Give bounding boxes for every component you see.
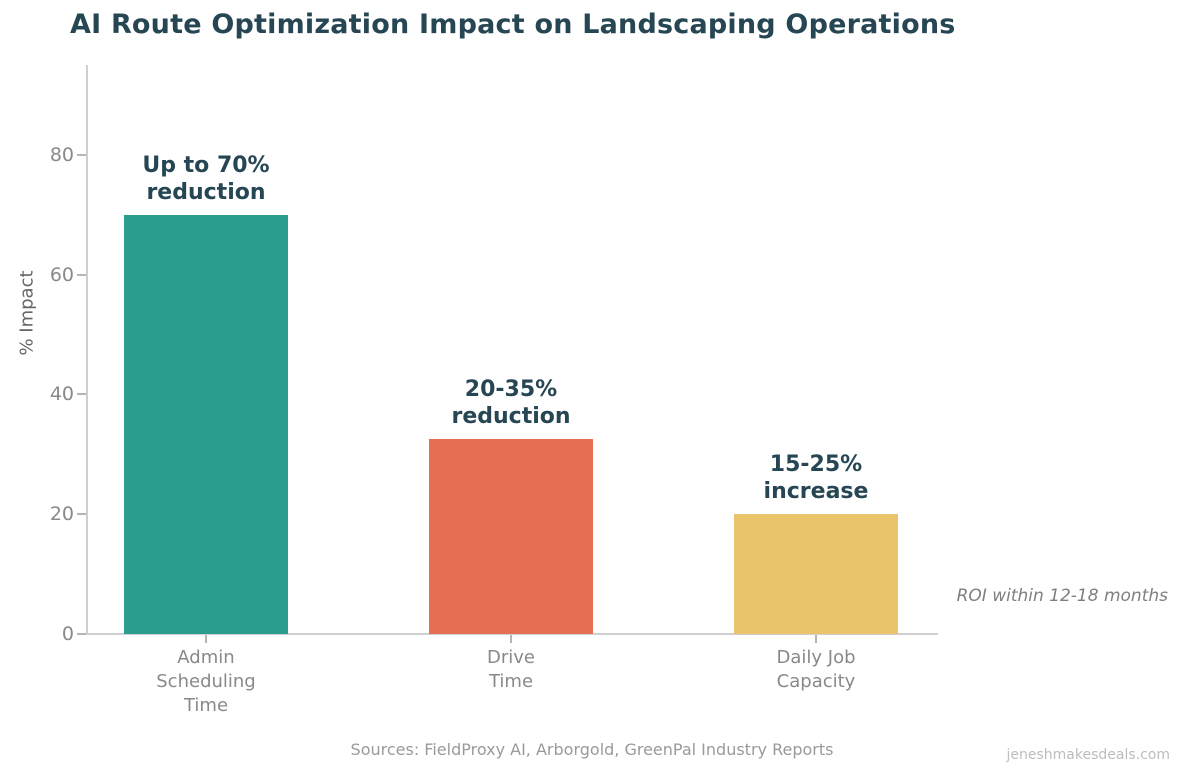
y-tick-label: 20 [49, 503, 74, 526]
y-tick-label: 60 [49, 263, 74, 286]
bar [124, 214, 288, 634]
x-tick-label: Drive Time [487, 647, 535, 692]
x-axis-line [86, 633, 938, 635]
x-tick [510, 635, 512, 643]
y-tick [77, 513, 86, 516]
bar-value-label: Up to 70% reduction [142, 152, 270, 205]
x-tick-label: Admin Scheduling Time [156, 647, 256, 716]
sources-note: Sources: FieldProxy AI, Arborgold, Green… [350, 740, 834, 759]
x-tick [815, 635, 817, 643]
y-tick [77, 633, 86, 635]
roi-annotation: ROI within 12-18 months [956, 586, 1168, 606]
y-tick [77, 273, 86, 276]
y-tick-label: 0 [61, 623, 74, 645]
y-tick-label: 40 [49, 383, 74, 406]
bar-value-label: 15-25% increase [763, 452, 869, 505]
y-axis-line [86, 65, 88, 635]
watermark: jeneshmakesdeals.com [1006, 747, 1170, 763]
bar [429, 439, 593, 634]
y-tick [77, 393, 86, 396]
chart-title: AI Route Optimization Impact on Landscap… [70, 9, 956, 40]
y-tick [77, 153, 86, 156]
bar [734, 514, 898, 634]
bar-value-label: 20-35% reduction [451, 377, 571, 430]
x-tick [205, 635, 207, 643]
y-tick-label: 80 [49, 143, 74, 166]
x-tick-label: Daily Job Capacity [776, 647, 856, 692]
